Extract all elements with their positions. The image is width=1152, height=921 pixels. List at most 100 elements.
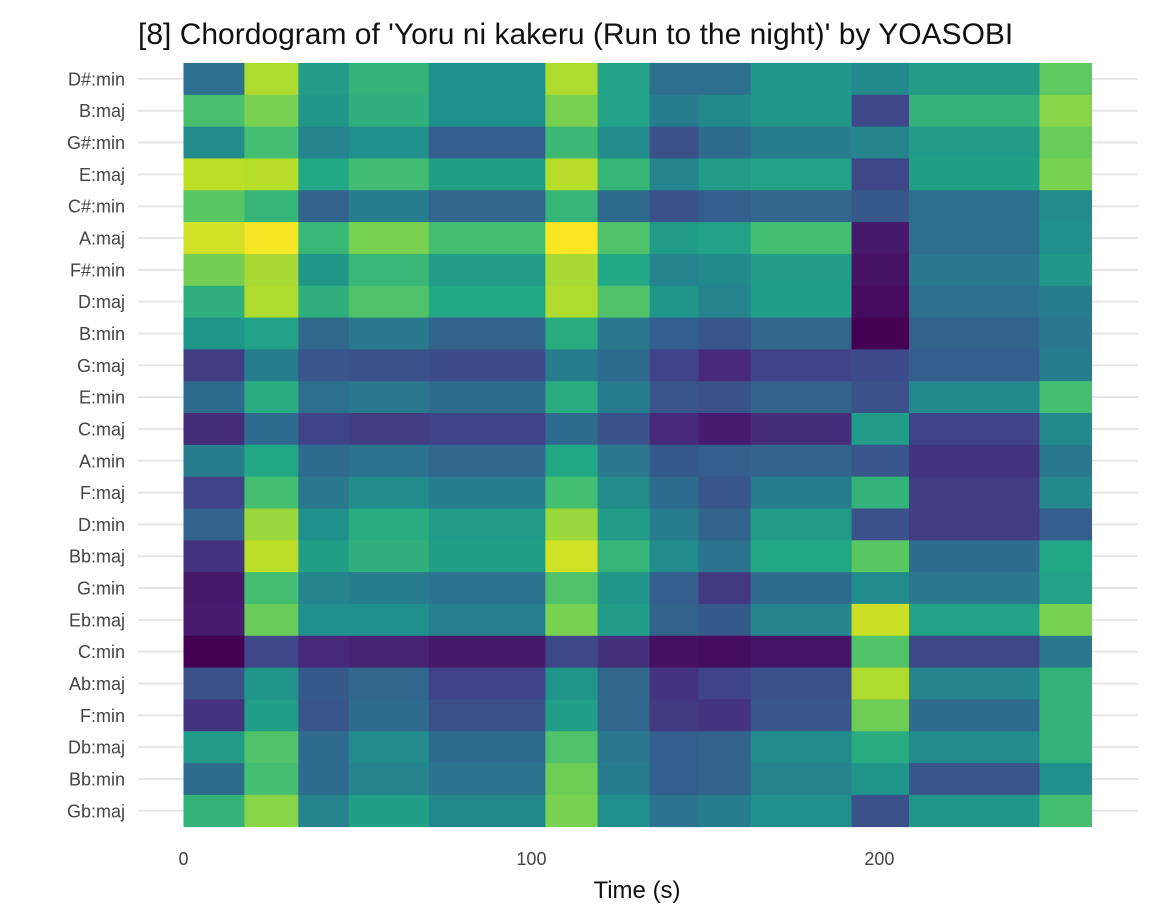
heatmap-cell (298, 317, 350, 350)
heatmap-cell (750, 699, 852, 732)
heatmap-cell (698, 126, 752, 159)
heatmap-cell (649, 699, 699, 732)
heatmap-cell (649, 94, 699, 128)
heatmap-cell (244, 794, 299, 828)
y-tick-label: F:min (80, 706, 125, 726)
heatmap-cell (348, 158, 430, 191)
heatmap-cell (750, 349, 852, 382)
heatmap-cell (428, 222, 546, 255)
heatmap-cell (298, 572, 350, 605)
heatmap-cell (698, 699, 752, 732)
heatmap-cell (545, 572, 598, 605)
heatmap-cell (183, 763, 245, 796)
heatmap-cell (183, 699, 245, 732)
heatmap-cell (244, 699, 299, 732)
heatmap-cell (428, 63, 546, 96)
heatmap-cell (428, 667, 546, 700)
heatmap-cell (183, 63, 245, 96)
y-tick-label: F#:min (70, 260, 125, 280)
heatmap-cell (545, 63, 598, 96)
heatmap-cell (183, 635, 245, 668)
heatmap-cell (649, 253, 699, 287)
heatmap-cell (597, 635, 651, 668)
heatmap-cell (908, 763, 1040, 796)
heatmap-cell (298, 635, 350, 668)
heatmap-cell (545, 94, 598, 128)
heatmap-cell (698, 603, 752, 637)
heatmap-cell (597, 413, 651, 446)
heatmap-cell (649, 476, 699, 509)
heatmap-cell (183, 413, 245, 446)
heatmap-cell (428, 763, 546, 796)
heatmap-cell (1039, 444, 1093, 478)
heatmap-cell (851, 158, 910, 191)
heatmap-cell (649, 63, 699, 96)
heatmap-cell (597, 699, 651, 732)
heatmap-cell (183, 285, 245, 318)
heatmap-cell (698, 794, 752, 828)
heatmap-cell (545, 731, 598, 764)
heatmap-cell (244, 444, 299, 478)
heatmap-cell (348, 190, 430, 223)
heatmap-cell (908, 572, 1040, 605)
heatmap-cell (597, 763, 651, 796)
heatmap-cell (348, 540, 430, 573)
heatmap-cell (428, 603, 546, 637)
heatmap-cell (698, 413, 752, 446)
heatmap-cell (750, 63, 852, 96)
heatmap-cell (244, 635, 299, 668)
heatmap-cell (851, 349, 910, 382)
heatmap-cell (183, 667, 245, 700)
heatmap-cell (1039, 763, 1093, 796)
heatmap-cell (597, 572, 651, 605)
heatmap-cell (244, 508, 299, 541)
y-tick-label: Db:maj (68, 738, 125, 758)
heatmap-cell (851, 699, 910, 732)
heatmap-cell (183, 731, 245, 764)
heatmap-cell (649, 731, 699, 764)
heatmap-cell (428, 635, 546, 668)
heatmap-cell (1039, 699, 1093, 732)
heatmap-cell (597, 222, 651, 255)
heatmap-cell (348, 63, 430, 96)
heatmap-cell (298, 508, 350, 541)
heatmap-cell (348, 508, 430, 541)
heatmap-cell (183, 381, 245, 414)
heatmap-cell (908, 476, 1040, 509)
heatmap-cell (183, 444, 245, 478)
y-tick-label: A:min (79, 451, 125, 471)
heatmap-cell (750, 317, 852, 350)
heatmap-cell (698, 444, 752, 478)
heatmap-cell (545, 667, 598, 700)
heatmap-cell (698, 763, 752, 796)
heatmap-cell (428, 94, 546, 128)
heatmap-cell (750, 508, 852, 541)
y-tick-label: A:maj (79, 229, 125, 249)
heatmap-cell (298, 444, 350, 478)
heatmap-cell (698, 349, 752, 382)
heatmap-cell (183, 190, 245, 223)
heatmap-cell (698, 222, 752, 255)
heatmap-cell (908, 190, 1040, 223)
heatmap-cell (750, 444, 852, 478)
heatmap-cell (348, 635, 430, 668)
heatmap-cell (1039, 413, 1093, 446)
heatmap-cell (649, 285, 699, 318)
y-tick-label: G:min (77, 579, 125, 599)
heatmap-cell (298, 603, 350, 637)
heatmap-cell (851, 253, 910, 287)
heatmap-cell (545, 794, 598, 828)
heatmap-cell (244, 603, 299, 637)
y-tick-label: B:maj (79, 101, 125, 121)
y-tick-label: D:maj (78, 292, 125, 312)
heatmap-cell (428, 285, 546, 318)
heatmap-cell (597, 444, 651, 478)
heatmap-cell (183, 572, 245, 605)
heatmap-cell (649, 763, 699, 796)
heatmap-cell (698, 190, 752, 223)
heatmap-cell (428, 794, 546, 828)
heatmap-cell (348, 126, 430, 159)
heatmap-cell (298, 94, 350, 128)
heatmap-cell (183, 317, 245, 350)
heatmap-cell (908, 444, 1040, 478)
